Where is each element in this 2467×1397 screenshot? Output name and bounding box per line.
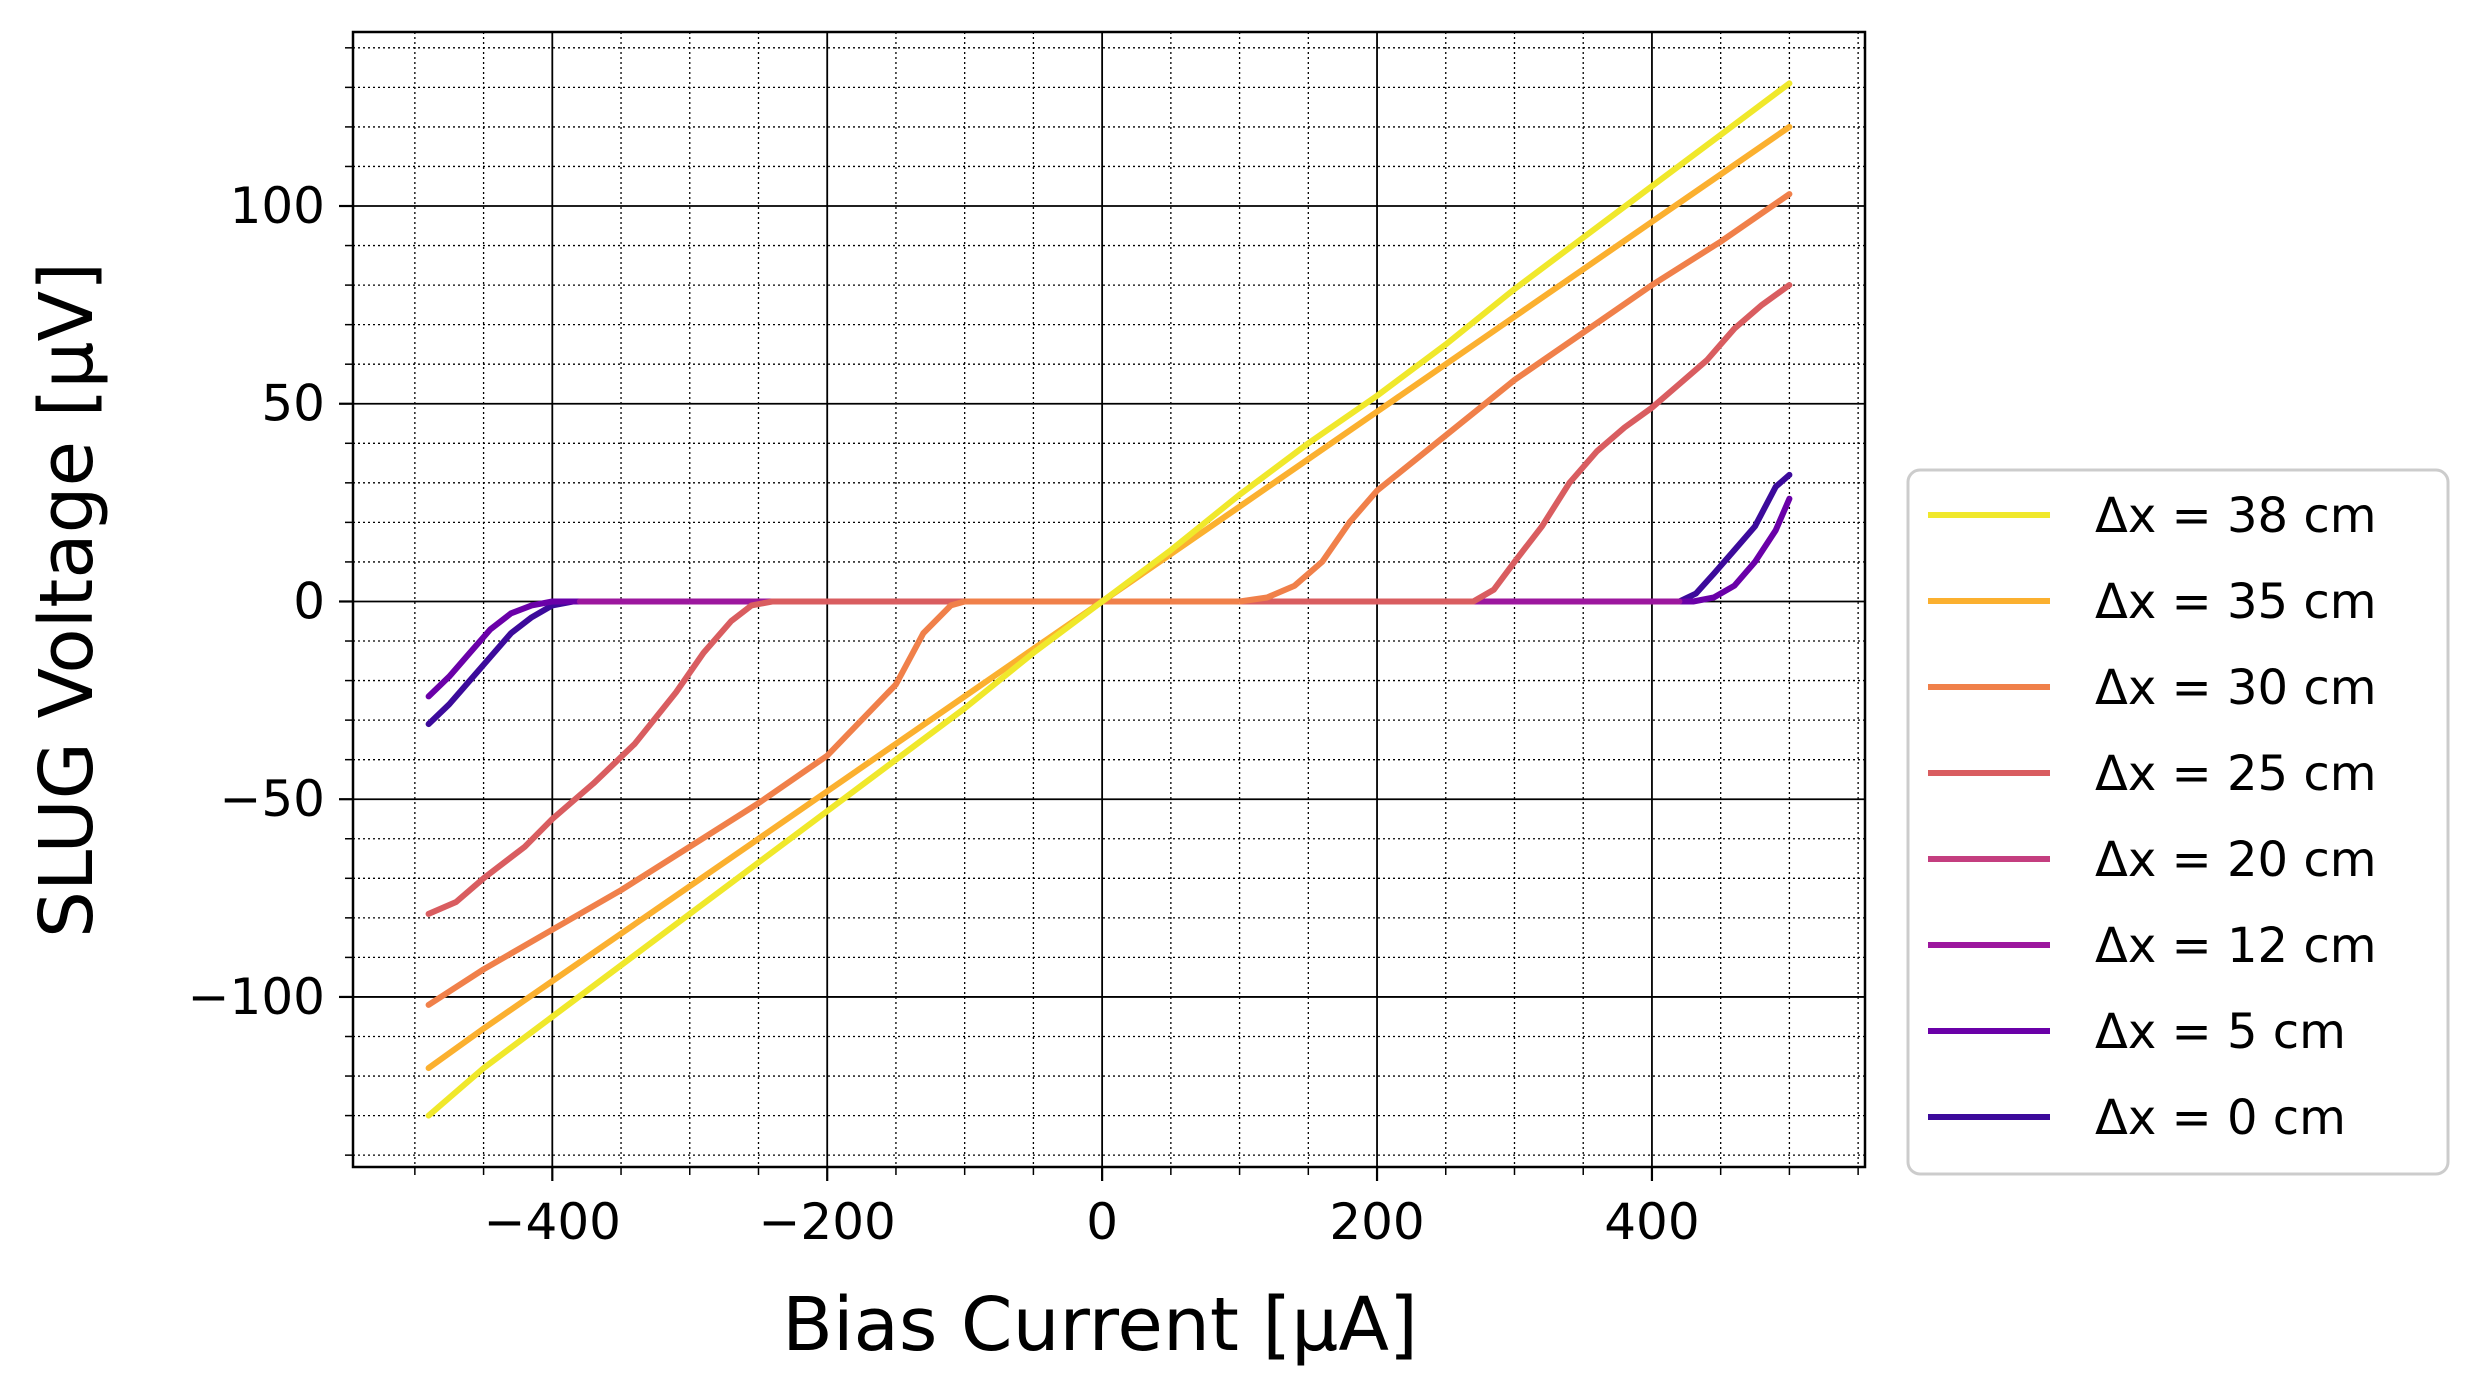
tick-labels: −400 −200 0 200 400 −100 −50 0 50 100 bbox=[188, 177, 1700, 1251]
plot-lines bbox=[425, 80, 1793, 1119]
x-tick-label: 200 bbox=[1329, 1193, 1424, 1251]
legend-label: Δx = 38 cm bbox=[2095, 488, 2376, 544]
legend-label: Δx = 30 cm bbox=[2095, 660, 2376, 716]
y-axis-title: SLUG Voltage [μV] bbox=[24, 262, 110, 938]
x-tick-label: 400 bbox=[1604, 1193, 1699, 1251]
series-line bbox=[425, 282, 1793, 917]
y-tick-label: −100 bbox=[188, 968, 325, 1026]
legend-label: Δx = 20 cm bbox=[2095, 832, 2376, 888]
x-tick-label: 0 bbox=[1086, 1193, 1118, 1251]
series-line bbox=[425, 495, 1793, 700]
x-tick-label: −200 bbox=[759, 1193, 896, 1251]
x-tick-label: −400 bbox=[484, 1193, 621, 1251]
y-tick-label: −50 bbox=[219, 770, 325, 828]
y-tick-label: 100 bbox=[230, 177, 325, 235]
legend-box bbox=[1906, 468, 2450, 1176]
series-line bbox=[425, 191, 1793, 1008]
y-tick-label: 50 bbox=[261, 375, 325, 433]
legend-label: Δx = 25 cm bbox=[2095, 746, 2376, 802]
x-axis-title: Bias Current [μA] bbox=[782, 1282, 1418, 1368]
legend-label: Δx = 5 cm bbox=[2095, 1004, 2346, 1060]
legend: Δx = 38 cm Δx = 35 cm Δx = 30 cm Δx = 25 cm… bbox=[1906, 468, 2450, 1176]
minor-grid bbox=[353, 32, 1865, 1167]
legend-label: Δx = 12 cm bbox=[2095, 918, 2376, 974]
axis-ticks bbox=[339, 47, 1859, 1181]
legend-label: Δx = 35 cm bbox=[2095, 574, 2376, 630]
y-tick-label: 0 bbox=[293, 572, 325, 630]
plot-frame bbox=[351, 30, 1867, 1169]
legend-label: Δx = 0 cm bbox=[2095, 1090, 2346, 1146]
series-line bbox=[425, 80, 1793, 1119]
